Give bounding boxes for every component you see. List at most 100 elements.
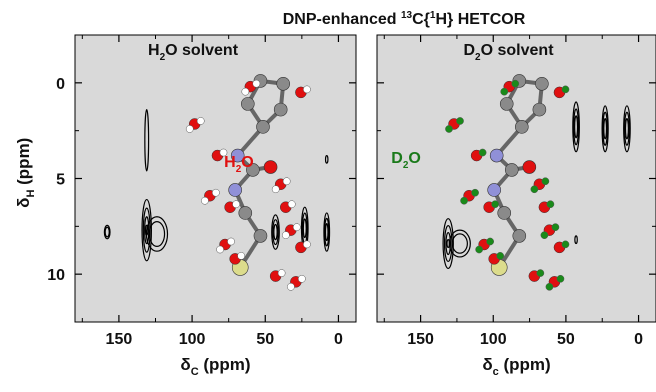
contour-peak: [148, 220, 166, 247]
molecule-atom: [246, 163, 260, 177]
contour-peak: [144, 216, 150, 245]
molecule-atom: [535, 76, 549, 91]
contour-peak: [623, 111, 630, 146]
water-hydrogen: [282, 177, 291, 186]
water-hydrogen: [475, 245, 483, 254]
water-hydrogen: [551, 223, 560, 232]
x-tick-label: 100: [179, 331, 206, 348]
molecule-atom: [512, 229, 527, 243]
contour-peak: [141, 198, 152, 262]
x-tick-label: 150: [106, 331, 133, 348]
contour-peak: [324, 223, 329, 242]
water-hydrogen: [241, 87, 250, 96]
x-axis-label: δc (ppm): [482, 355, 550, 378]
contour-peak: [272, 219, 279, 246]
molecule-atom: [276, 76, 291, 91]
contour-peak: [572, 101, 580, 153]
water-hydrogen: [511, 79, 520, 88]
water-hydrogen: [540, 231, 549, 240]
y-axis-label: δH (ppm): [14, 138, 37, 208]
contour-peak: [323, 212, 331, 252]
contour-peak: [601, 105, 609, 153]
water-hydrogen: [478, 148, 487, 157]
water-hydrogen: [536, 269, 545, 277]
x-axis-label: δC (ppm): [180, 355, 250, 378]
molecule-atom: [228, 183, 242, 197]
molecule-atom: [273, 102, 288, 117]
water-hydrogen: [287, 200, 296, 209]
molecule-atom: [522, 160, 537, 174]
panel-title: H2O solvent: [148, 42, 239, 63]
contour-peak: [324, 217, 330, 247]
molecule-atom: [532, 102, 547, 117]
molecule-atom: [504, 163, 519, 177]
water-hydrogen: [185, 125, 194, 133]
water-hydrogen: [271, 185, 280, 194]
water-hydrogen: [460, 196, 468, 205]
figure-title: DNP-enhanced 13C{1H} HETCOR: [283, 10, 526, 28]
x-tick-label: 0: [634, 331, 643, 348]
water-hydrogen: [252, 79, 261, 88]
water-hydrogen: [471, 188, 479, 197]
contour-peak: [271, 214, 280, 250]
water-hydrogen: [281, 231, 290, 240]
water-hydrogen: [545, 282, 554, 291]
contour-peak: [145, 216, 169, 252]
water-hydrogen: [486, 237, 494, 246]
water-hydrogen: [277, 269, 286, 277]
molecule-inset: [185, 74, 311, 291]
y-tick-label: 0: [56, 76, 65, 93]
plot-contents: [103, 74, 331, 291]
water-hydrogen: [292, 223, 301, 232]
molecule-inset: [445, 74, 570, 291]
molecule-atom: [263, 160, 278, 174]
solvent-label: D2O: [391, 150, 421, 171]
x-tick-label: 50: [557, 331, 575, 348]
water-hydrogen: [456, 117, 464, 125]
contour-peak: [442, 218, 454, 270]
water-hydrogen: [546, 200, 555, 209]
panel-d2o: D2O D2O solvent 150 100 50 0 δc (ppm): [376, 34, 656, 378]
contour-peak: [624, 118, 629, 140]
water-hydrogen: [216, 245, 224, 254]
water-hydrogen: [541, 177, 550, 186]
water-hydrogen: [287, 282, 295, 291]
water-hydrogen: [227, 237, 235, 246]
water-hydrogen: [491, 200, 500, 209]
contour-peak: [602, 111, 608, 146]
plot-contents: [442, 74, 631, 291]
contour-peak: [445, 232, 452, 256]
contour-peak: [302, 218, 307, 239]
contour-peak: [448, 229, 471, 258]
panel-h2o: H2O H2O solvent 150 100 50 0 0 5 10 δC (ppm) δH (p…: [14, 34, 357, 378]
water-hydrogen: [219, 148, 228, 157]
x-tick-label: 150: [407, 331, 434, 348]
water-hydrogen: [196, 117, 205, 125]
molecule-atom: [238, 206, 253, 220]
contour-peak: [574, 235, 578, 245]
molecule-atom: [253, 229, 268, 243]
water-hydrogen: [445, 125, 453, 133]
solvent-label: H2O: [224, 154, 254, 175]
x-tick-label: 50: [256, 331, 274, 348]
molecule-atom: [499, 97, 514, 111]
molecule-atom: [497, 206, 512, 220]
water-hydrogen: [496, 252, 505, 260]
molecule-atom: [230, 148, 245, 163]
molecule-atom: [487, 183, 501, 197]
contour-peak: [573, 108, 580, 146]
x-tick-label: 0: [334, 331, 343, 348]
plot-area: [74, 34, 357, 323]
water-hydrogen: [237, 252, 246, 260]
contour-peak: [623, 105, 631, 153]
contour-peak: [103, 224, 111, 240]
contour-peak: [451, 233, 468, 254]
water-hydrogen: [500, 87, 509, 96]
molecule-atom: [515, 120, 529, 134]
molecule-atom: [241, 97, 255, 111]
panel-title: D2O solvent: [463, 42, 554, 63]
contour-peak: [104, 226, 110, 238]
contour-peak: [574, 115, 579, 139]
contour-peak: [603, 118, 608, 140]
